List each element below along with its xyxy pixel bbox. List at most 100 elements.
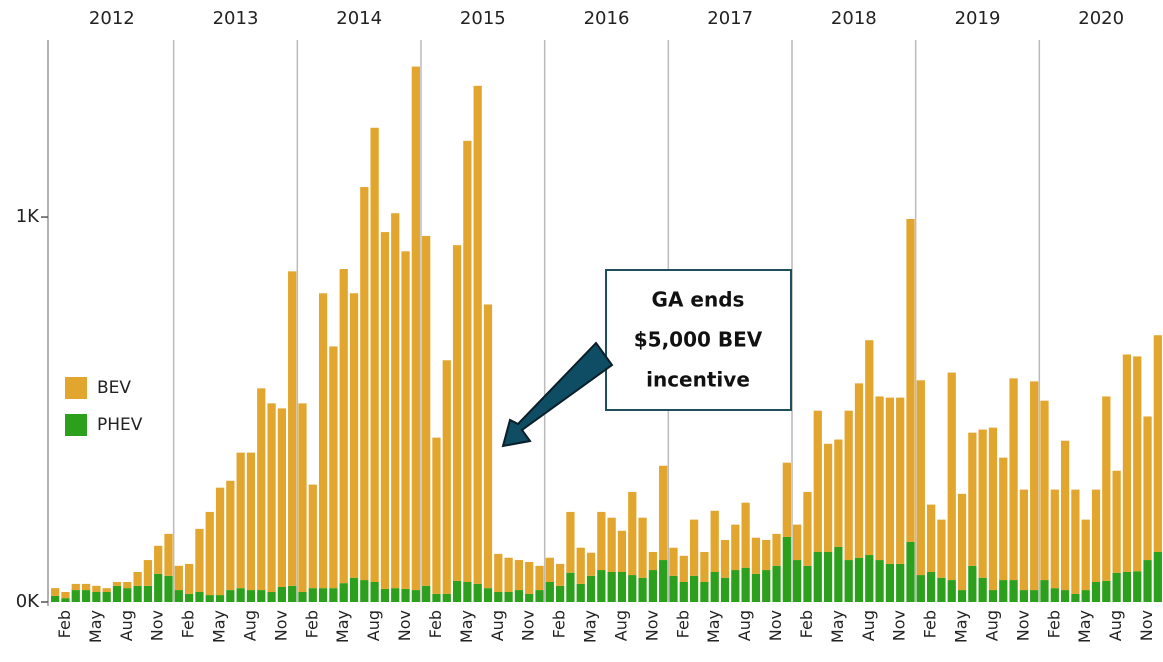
bar — [1071, 489, 1080, 594]
bar — [834, 439, 843, 547]
x-tick-label: Aug — [488, 610, 507, 641]
bar — [978, 577, 987, 602]
bar — [999, 580, 1008, 602]
bar — [751, 573, 761, 602]
bar — [349, 293, 359, 578]
bar — [1153, 335, 1162, 552]
bar — [308, 484, 317, 589]
bar — [1091, 489, 1101, 582]
bar — [71, 583, 80, 591]
bar — [112, 581, 122, 586]
bar — [556, 563, 565, 586]
year-label: 2012 — [89, 8, 135, 29]
bar — [700, 551, 709, 582]
x-tick-label: Nov — [271, 610, 290, 641]
bar — [772, 565, 781, 602]
bar — [401, 588, 410, 602]
bar — [422, 235, 431, 586]
x-tick-label: Feb — [673, 610, 692, 638]
bar — [185, 593, 194, 602]
bar — [452, 245, 462, 581]
bar — [834, 546, 843, 602]
bar — [318, 588, 328, 602]
bar — [896, 563, 905, 602]
bar — [226, 590, 235, 602]
bar — [885, 397, 895, 564]
legend-swatch — [65, 414, 87, 436]
bar — [1122, 354, 1132, 572]
bar — [174, 565, 183, 591]
x-tick-label: May — [86, 610, 105, 643]
bar — [1060, 590, 1070, 602]
bar — [875, 396, 884, 561]
bar — [133, 571, 142, 586]
bar — [906, 218, 915, 542]
bar — [937, 519, 946, 578]
bar — [988, 590, 998, 602]
bar — [689, 575, 699, 602]
x-tick-label: Feb — [302, 610, 321, 638]
bar — [246, 590, 256, 602]
bar — [762, 540, 771, 571]
bar — [195, 591, 204, 602]
bar — [679, 555, 688, 582]
bar — [720, 577, 730, 602]
bar — [205, 595, 214, 602]
bar — [793, 560, 802, 602]
x-tick-label: May — [704, 610, 723, 643]
x-tick-label: Feb — [55, 610, 74, 638]
bar — [339, 269, 348, 584]
x-tick-label: May — [457, 610, 476, 643]
bar — [442, 593, 451, 602]
bar — [545, 581, 554, 602]
bar — [978, 429, 987, 578]
x-tick-label: May — [952, 610, 971, 643]
bar — [793, 524, 802, 561]
x-tick-label: Nov — [1137, 610, 1156, 641]
bar — [494, 553, 503, 592]
bar — [391, 213, 400, 589]
bar — [1040, 400, 1049, 581]
bar — [566, 511, 575, 573]
bar — [123, 588, 132, 602]
bar — [628, 575, 637, 602]
bar — [896, 397, 905, 564]
bar — [277, 408, 286, 587]
bar — [1009, 378, 1018, 581]
bar — [669, 547, 678, 576]
x-tick-label: Nov — [148, 610, 167, 641]
bar — [102, 591, 111, 602]
bar — [1081, 590, 1090, 602]
bar — [422, 585, 431, 602]
x-tick-label: Aug — [735, 610, 754, 641]
bar — [751, 537, 761, 574]
x-tick-label: Nov — [395, 610, 414, 641]
bar — [823, 443, 833, 552]
bar — [494, 591, 503, 602]
bar — [442, 360, 451, 594]
bar — [1112, 572, 1121, 602]
x-tick-label: Aug — [1106, 610, 1125, 641]
x-tick-label: May — [1075, 610, 1094, 643]
year-label: 2020 — [1078, 8, 1124, 29]
bar — [823, 551, 833, 602]
bar — [525, 561, 534, 594]
bar — [1030, 590, 1039, 602]
bar — [246, 452, 256, 591]
bar — [875, 560, 884, 602]
bar — [648, 570, 657, 602]
bar — [483, 304, 493, 589]
bar — [957, 493, 967, 591]
bar — [731, 524, 740, 571]
x-tick-label: Nov — [1013, 610, 1032, 641]
bar — [61, 598, 70, 602]
year-label: 2019 — [955, 8, 1001, 29]
bar — [1133, 571, 1142, 602]
bar — [927, 504, 936, 572]
bar — [586, 575, 596, 602]
bar — [298, 403, 307, 592]
bar — [102, 588, 111, 592]
x-tick-label: May — [828, 610, 847, 643]
bar — [556, 585, 565, 602]
x-tick-label: Aug — [117, 610, 136, 641]
